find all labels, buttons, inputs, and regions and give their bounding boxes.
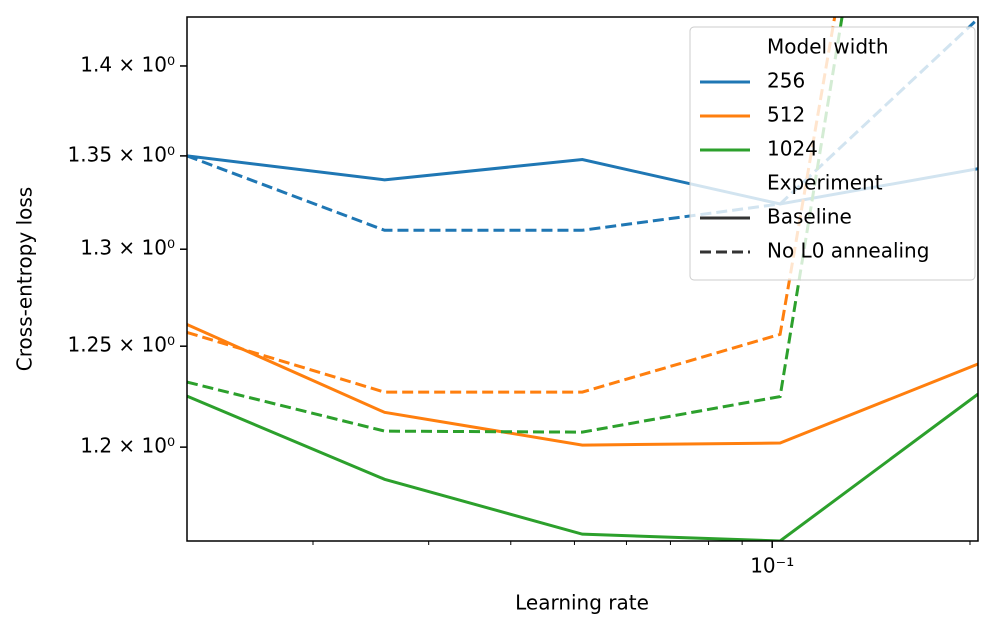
x-tick-label: 10⁻¹ [750,554,794,578]
y-axis-label: Cross-entropy loss [13,187,37,371]
y-tick-label: 1.35 × 10⁰ [68,142,175,166]
y-tick-label: 1.4 × 10⁰ [80,52,175,76]
legend-box [689,26,976,281]
legend-label: 1024 [767,137,818,161]
series-line [187,17,844,434]
y-tick-label: 1.2 × 10⁰ [80,434,175,458]
plot-frame [186,16,979,542]
x-axis-label: Learning rate [515,591,649,615]
series-line [187,17,837,394]
y-tick-label: 1.3 × 10⁰ [80,236,175,260]
series-line [187,323,978,447]
legend-label: 512 [767,103,805,127]
legend-label: No L0 annealing [767,239,929,263]
legend-title: Model width [767,35,889,59]
y-tick-label: 1.25 × 10⁰ [68,333,175,357]
series-line [187,392,978,541]
legend-label: 256 [767,69,805,93]
legend-label: Baseline [767,205,852,229]
legend-title: Experiment [767,171,883,195]
